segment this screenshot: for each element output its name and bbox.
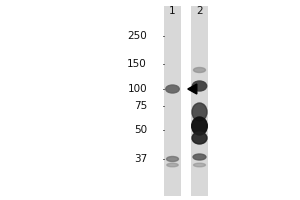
- Text: 75: 75: [134, 101, 147, 111]
- Ellipse shape: [192, 117, 207, 135]
- Ellipse shape: [194, 68, 206, 72]
- Bar: [164, 6, 181, 196]
- Polygon shape: [188, 84, 197, 94]
- Text: 50: 50: [134, 125, 147, 135]
- Ellipse shape: [192, 81, 207, 91]
- Ellipse shape: [192, 132, 207, 144]
- Ellipse shape: [194, 163, 206, 167]
- Text: 150: 150: [127, 59, 147, 69]
- Text: 2: 2: [196, 6, 203, 16]
- Ellipse shape: [193, 154, 206, 160]
- Text: 250: 250: [127, 31, 147, 41]
- Text: 100: 100: [128, 84, 147, 94]
- Text: 1: 1: [169, 6, 176, 16]
- Text: 37: 37: [134, 154, 147, 164]
- Ellipse shape: [166, 85, 179, 93]
- Ellipse shape: [167, 156, 178, 162]
- Ellipse shape: [167, 163, 178, 167]
- Bar: [191, 6, 208, 196]
- Ellipse shape: [192, 103, 207, 121]
